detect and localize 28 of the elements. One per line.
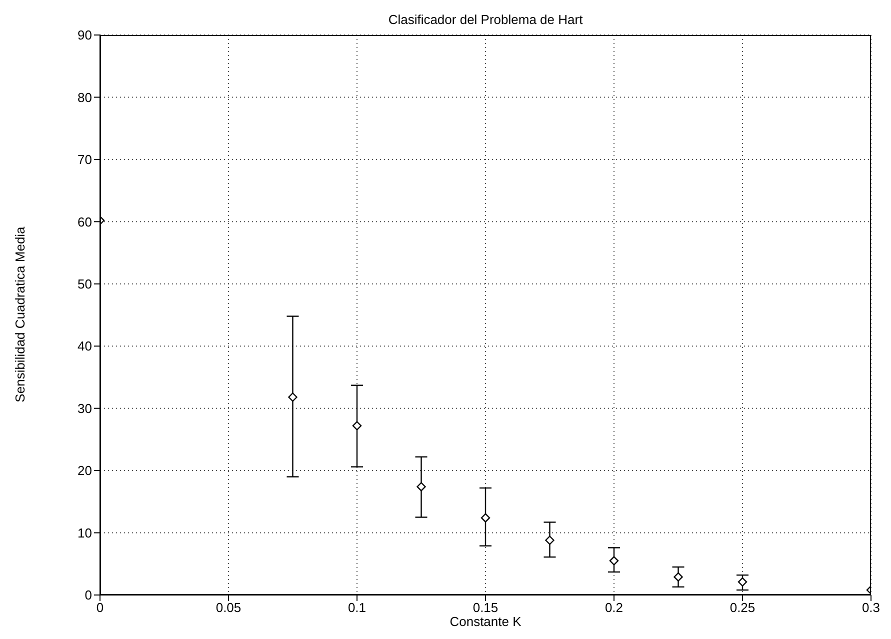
x-tick-label: 0.25	[730, 600, 756, 616]
point	[609, 556, 619, 566]
y-tick-label: 60	[78, 214, 92, 230]
y-tick-label: 30	[78, 400, 92, 416]
y-tick-label: 70	[78, 152, 92, 168]
x-axis-title: Constante K	[448, 614, 522, 629]
x-tick-label: 0.05	[216, 600, 242, 616]
chart-title: Clasificador del Problema de Hart	[387, 12, 584, 27]
point	[738, 577, 748, 587]
x-tick-label: 0.15	[472, 600, 498, 616]
point	[545, 536, 554, 545]
point	[674, 572, 683, 582]
point	[416, 482, 426, 492]
point	[480, 513, 490, 522]
y-tick-label: 90	[78, 28, 92, 43]
y-tick-label: 10	[78, 525, 92, 540]
y-axis-title: Sensibilidad Cuadratica Media	[12, 226, 28, 404]
x-tick-label: 0.3	[862, 600, 880, 616]
x-tick-label: 0.2	[604, 600, 624, 616]
x-tick-label: 0.1	[348, 600, 366, 616]
y-tick-label: 0	[84, 588, 92, 603]
y-tick-label: 80	[78, 90, 92, 105]
y-tick-label: 50	[78, 276, 92, 292]
point	[288, 392, 298, 402]
point	[352, 421, 362, 430]
y-tick-label: 20	[78, 463, 92, 478]
x-tick-label: 0	[96, 600, 104, 616]
y-tick-label: 40	[78, 338, 92, 354]
